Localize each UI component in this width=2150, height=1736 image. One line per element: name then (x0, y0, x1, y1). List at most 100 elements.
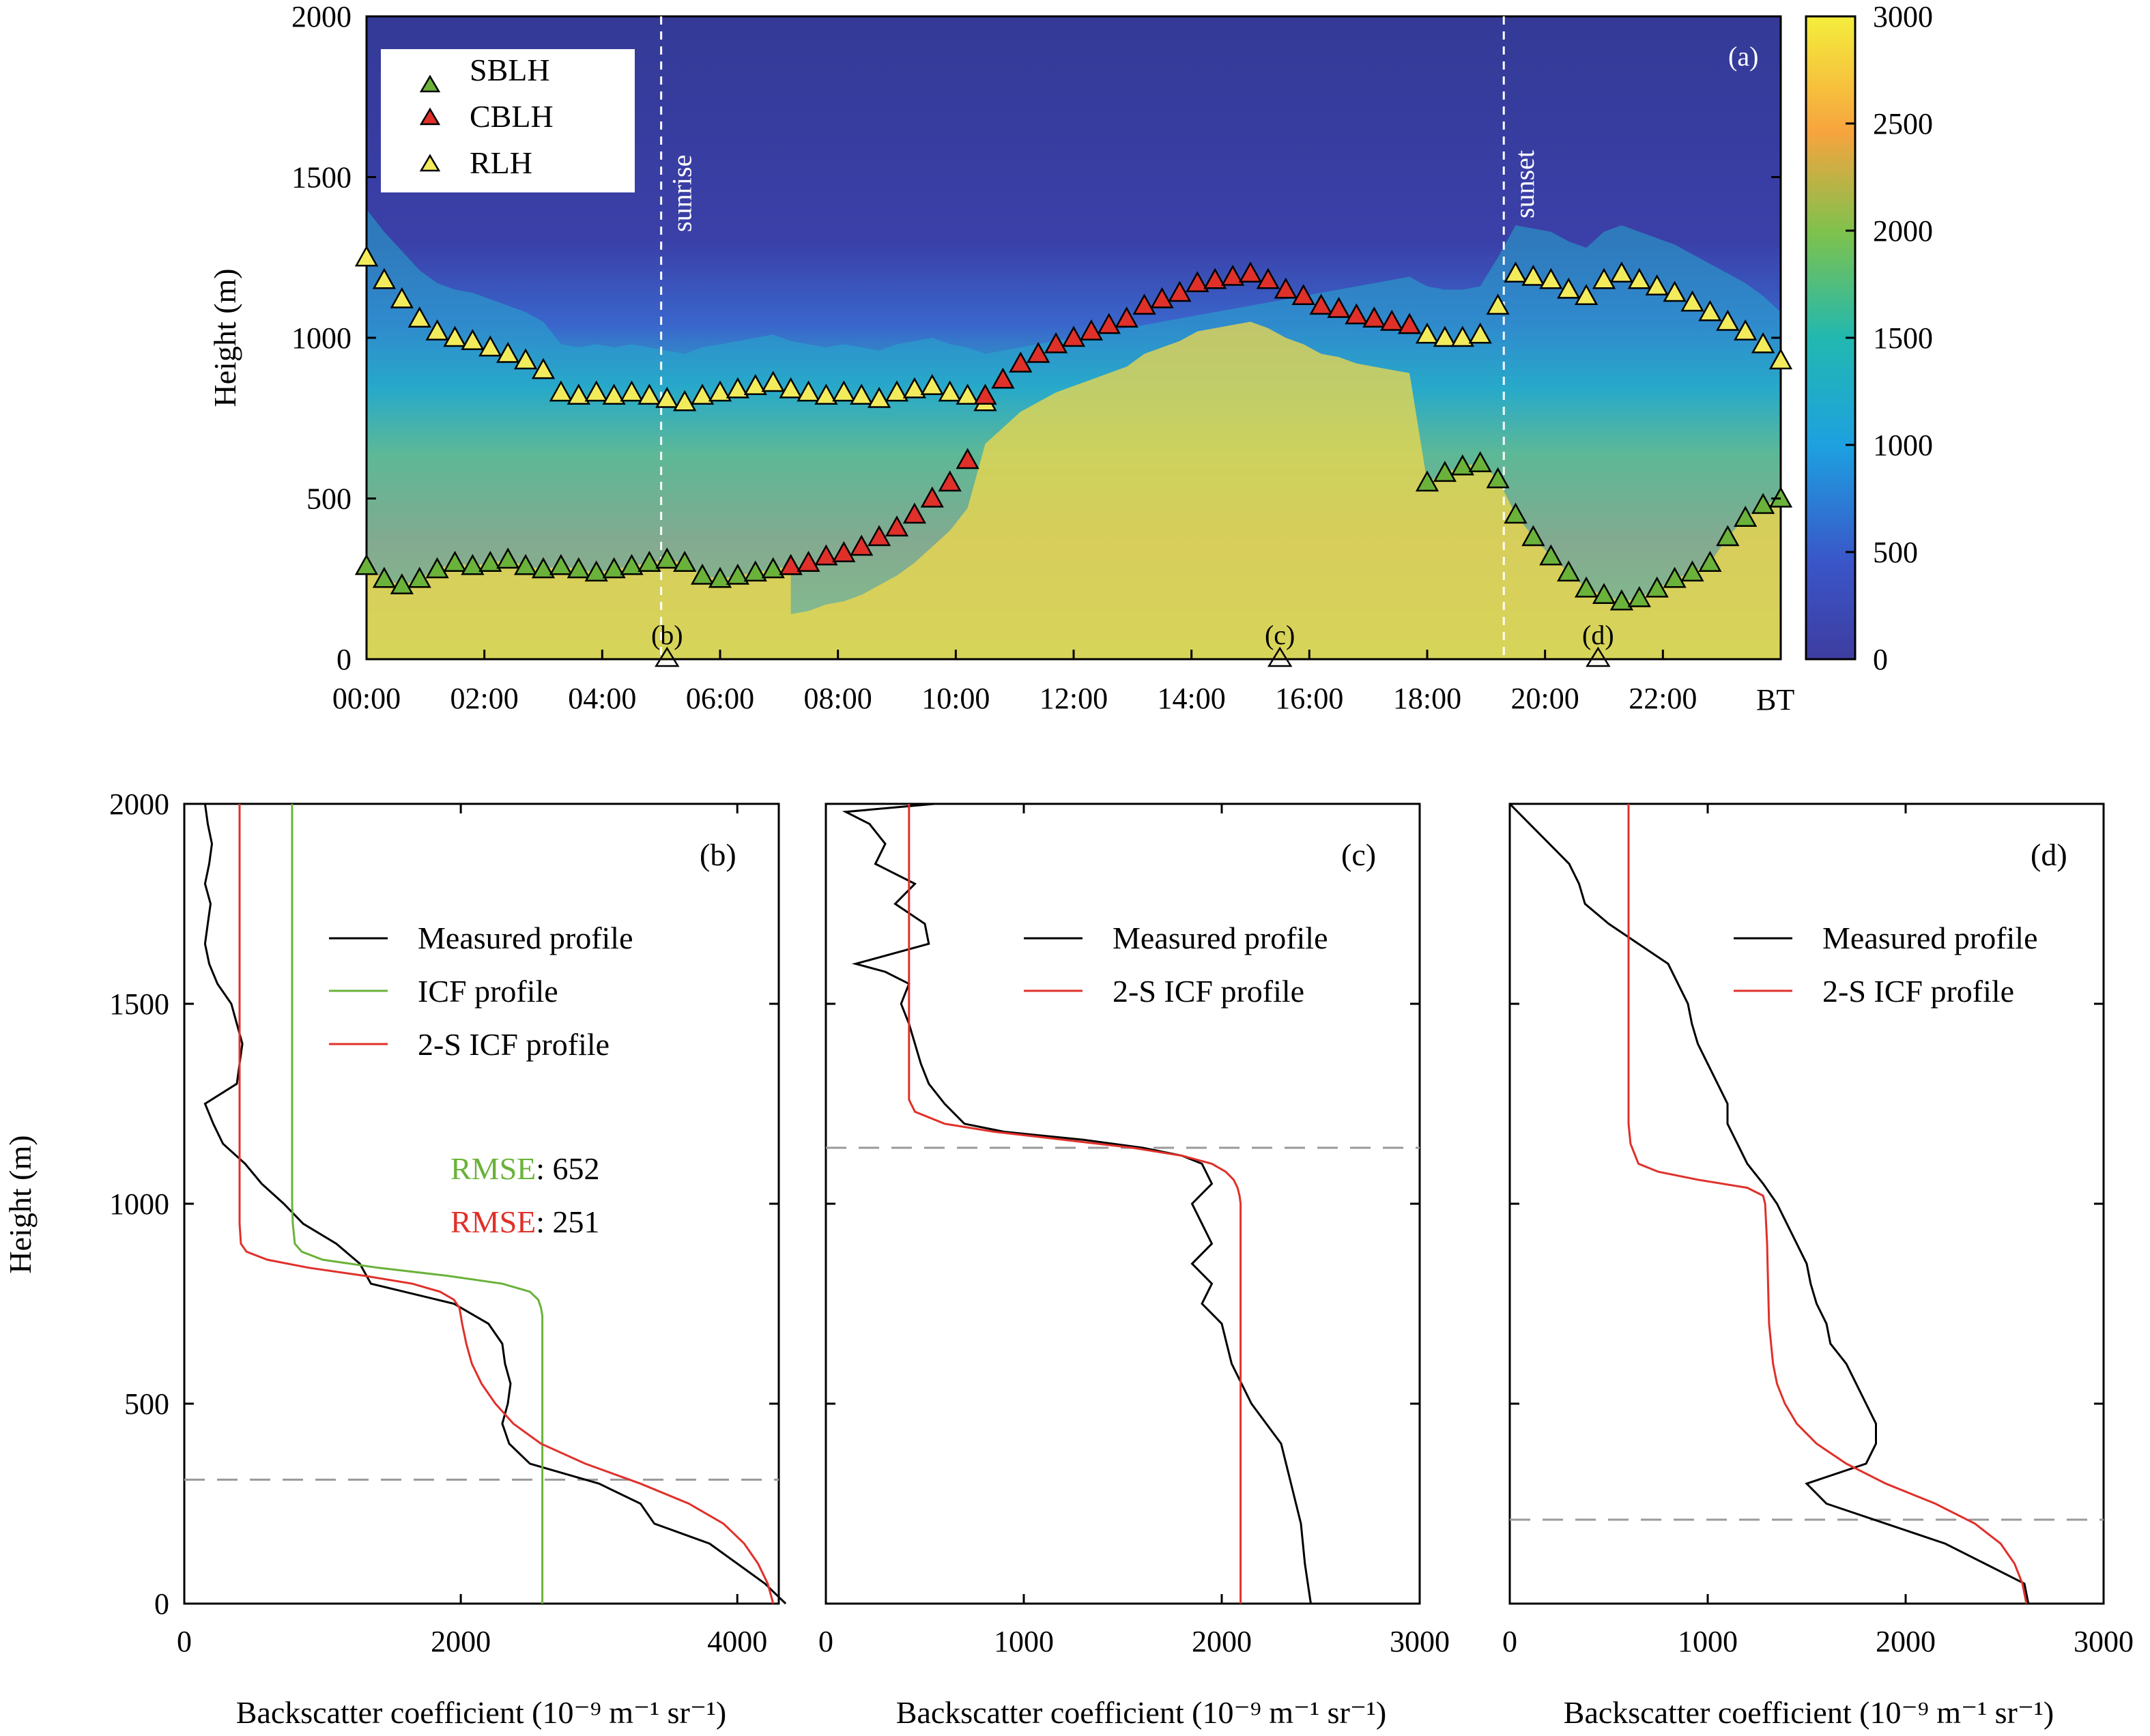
cblh-marker (1220, 264, 1245, 286)
xtick-label: 3000 (2074, 1625, 2134, 1658)
rlh-marker (1768, 348, 1793, 370)
rmse-2s-icf-label: RMSE (450, 1204, 536, 1239)
ytick-label: 0 (336, 643, 352, 676)
legend-sblh-marker (419, 74, 441, 93)
colorbar-tick-label: 1000 (1873, 429, 1933, 462)
cblh-marker (1097, 313, 1121, 334)
rlh-marker (1504, 261, 1528, 283)
legend-rlh-marker (419, 154, 441, 172)
ytick-label: 2000 (109, 787, 169, 821)
rlh-marker (1486, 293, 1510, 315)
panel-d-profile: 0 1000 2000 3000 (1502, 802, 2134, 1658)
ytick-label: 1000 (109, 1187, 169, 1221)
ytick-label: 500 (306, 482, 352, 516)
rlh-marker (1574, 284, 1599, 306)
xtick-label: 12:00 (1040, 682, 1108, 715)
cblh-marker (1115, 306, 1138, 328)
rmse-icf-value: : 652 (536, 1151, 599, 1186)
sblh-marker (1504, 502, 1528, 524)
rlh-marker (407, 306, 431, 328)
sblh-marker (1468, 451, 1492, 472)
cblh-marker (1345, 303, 1368, 325)
sblh-marker (1539, 544, 1563, 566)
rlh-marker (478, 335, 502, 357)
legend-2s-icf-label: 2-S ICF profile (1113, 974, 1304, 1009)
cblh-marker (1238, 261, 1263, 283)
profile-marker-label: (c) (1265, 620, 1295, 650)
colorbar-tick-label: 0 (1873, 643, 1888, 676)
rlh-marker (1698, 300, 1722, 321)
sblh-marker (1716, 525, 1740, 547)
cblh-marker (956, 448, 979, 469)
legend-rlh-label: RLH (470, 145, 532, 180)
sblh-marker (761, 557, 785, 579)
sblh-marker (743, 560, 767, 582)
xtick-label: 2000 (431, 1625, 491, 1658)
sblh-marker (620, 553, 644, 575)
two-s-icf-profile-line (1627, 804, 2028, 1604)
rlh-marker (655, 386, 679, 408)
two-s-icf-profile-line (908, 804, 1242, 1604)
panel-d-xlabel: Backscatter coefficient (10⁻⁹ m⁻¹ sr⁻¹) (1564, 1695, 2054, 1730)
cblh-marker (885, 515, 909, 537)
rlh-marker (1680, 290, 1704, 312)
rlh-marker (673, 390, 697, 411)
rlh-marker (1415, 322, 1439, 344)
rmse-2s-icf: RMSE: 251 (450, 1204, 600, 1239)
cblh-marker (814, 544, 838, 566)
cblh-marker (1256, 267, 1280, 289)
cblh-marker (973, 384, 997, 405)
xtick-label: 22:00 (1629, 682, 1697, 715)
rlh-marker (1627, 267, 1651, 289)
colorbar-tick-label: 3000 (1873, 0, 1933, 33)
panel-d-legend: Measured profile 2-S ICF profile (1734, 921, 2038, 1009)
rlh-marker (1557, 277, 1581, 299)
xtick-label: 02:00 (450, 682, 519, 715)
sblh-marker (1751, 493, 1775, 515)
xtick-label: 08:00 (804, 682, 872, 715)
legend-measured-label: Measured profile (1822, 921, 2038, 955)
rlh-marker (531, 358, 556, 379)
cblh-marker (797, 551, 820, 572)
sblh-marker (513, 553, 538, 575)
sblh-marker (549, 553, 573, 575)
sblh-marker (443, 551, 467, 572)
ytick-label: 500 (124, 1387, 169, 1421)
cblh-marker (938, 470, 962, 492)
rlh-marker (850, 384, 874, 405)
heatmap-fill (367, 209, 1781, 659)
rlh-marker (1609, 261, 1634, 283)
ytick-label: 1500 (109, 987, 169, 1021)
cblh-marker (1362, 306, 1386, 328)
legend-icf-label: ICF profile (418, 974, 558, 1009)
sblh-marker (390, 573, 414, 594)
sunrise-label: sunrise (667, 155, 698, 232)
sblh-marker (1521, 525, 1545, 547)
rlh-marker (690, 384, 715, 405)
cblh-marker (1027, 341, 1050, 363)
cblh-marker (1203, 267, 1227, 289)
colorbar-tick-label: 500 (1873, 536, 1918, 569)
rlh-marker (1592, 267, 1616, 289)
sblh-marker (1645, 576, 1669, 598)
rlh-marker (797, 380, 820, 402)
ytick-label: 0 (154, 1587, 169, 1621)
cblh-marker (1061, 326, 1086, 347)
cblh-marker (1380, 309, 1404, 331)
rlh-marker (832, 380, 856, 402)
cblh-marker (779, 553, 803, 575)
sblh-marker (1450, 454, 1474, 476)
rlh-marker (372, 267, 397, 289)
two-s-icf-profile-line (238, 804, 775, 1604)
rlh-marker (885, 380, 909, 402)
panel-b-legend: Measured profile ICF profile 2-S ICF pro… (329, 921, 633, 1239)
rlh-marker (584, 380, 608, 402)
xtick-label: 4000 (707, 1625, 767, 1658)
sblh-marker (673, 551, 697, 572)
sblh-marker (372, 566, 397, 588)
rlh-marker (743, 374, 767, 395)
sblh-marker (602, 557, 626, 579)
panel-b-ylabel: Height (m) (3, 1135, 38, 1273)
xtick-label: 10:00 (921, 682, 990, 715)
blh-markers: (b) (c) (d) (354, 245, 1793, 667)
